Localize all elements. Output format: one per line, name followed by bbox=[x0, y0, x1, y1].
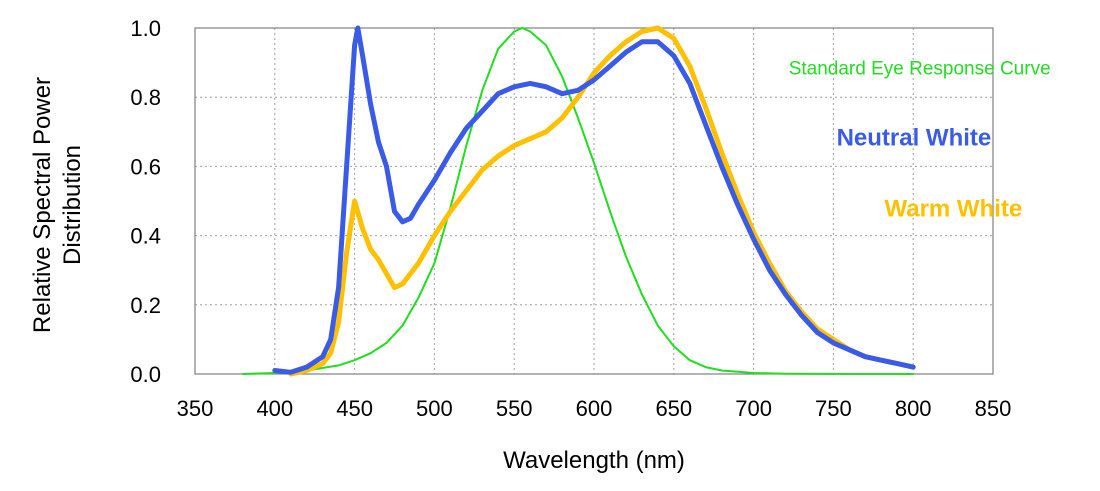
grid bbox=[195, 28, 993, 374]
x-tick-label: 850 bbox=[975, 396, 1012, 421]
x-tick-label: 350 bbox=[177, 396, 214, 421]
x-tick-label: 750 bbox=[815, 396, 852, 421]
y-tick-label: 0.0 bbox=[130, 362, 161, 387]
y-tick-labels: 0.0 0.2 0.4 0.6 0.8 1.0 bbox=[130, 16, 161, 387]
series-annotation: Neutral White bbox=[837, 125, 992, 152]
series-line-warm-white bbox=[288, 25, 916, 377]
x-axis-title: Wavelength (nm) bbox=[503, 447, 685, 474]
y-tick-label: 0.6 bbox=[130, 154, 161, 179]
y-tick-label: 0.8 bbox=[130, 85, 161, 110]
series-layer bbox=[241, 25, 916, 377]
x-tick-label: 500 bbox=[416, 396, 453, 421]
x-tick-label: 550 bbox=[496, 396, 533, 421]
y-tick-label: 1.0 bbox=[130, 16, 161, 41]
x-tick-label: 700 bbox=[735, 396, 772, 421]
series-annotation: Standard Eye Response Curve bbox=[789, 59, 1051, 80]
x-tick-labels: 350 400 450 500 550 600 650 700 750 800 850 bbox=[177, 396, 1012, 421]
y-tick-label: 0.2 bbox=[130, 293, 161, 318]
series-line-neutral-white bbox=[272, 25, 916, 375]
y-axis-title: Relative Spectral Power Distribution bbox=[29, 77, 86, 333]
x-tick-label: 600 bbox=[576, 396, 613, 421]
x-tick-label: 650 bbox=[655, 396, 692, 421]
x-tick-label: 400 bbox=[256, 396, 293, 421]
x-tick-label: 800 bbox=[895, 396, 932, 421]
series-annotation: Warm White bbox=[884, 196, 1022, 223]
y-axis-title-line-1: Relative Spectral Power bbox=[29, 77, 56, 333]
series-annotations: Standard Eye Response Curve Neutral White… bbox=[789, 59, 1051, 223]
y-tick-label: 0.4 bbox=[130, 224, 161, 249]
plot-area-frame bbox=[194, 27, 994, 375]
series-line-standard-eye-response-curve bbox=[241, 27, 915, 375]
y-axis-title-line-2: Distribution bbox=[59, 145, 86, 265]
x-tick-label: 450 bbox=[336, 396, 373, 421]
